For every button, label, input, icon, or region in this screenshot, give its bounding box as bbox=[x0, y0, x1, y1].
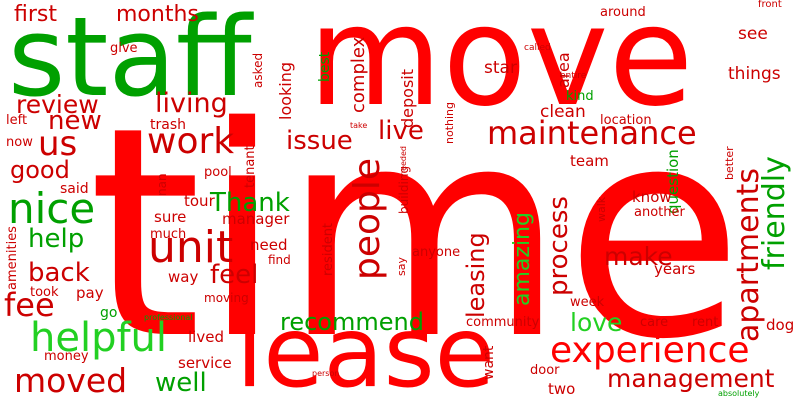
word-pool: pool bbox=[204, 165, 232, 180]
word-experience: experience bbox=[550, 330, 750, 371]
word-took: took bbox=[30, 285, 59, 300]
word-want: want bbox=[481, 345, 497, 380]
word-moving: moving bbox=[204, 291, 249, 305]
word-lease: lease bbox=[236, 296, 495, 400]
word-lived: lived bbox=[188, 328, 224, 346]
word-love: love bbox=[570, 308, 623, 337]
word-people: people bbox=[347, 157, 388, 280]
word-management: management bbox=[607, 364, 775, 393]
word-time: time bbox=[88, 66, 744, 400]
word-asked: asked bbox=[251, 52, 265, 88]
word-said: said bbox=[60, 181, 89, 197]
word-tenant: tenant bbox=[243, 145, 258, 188]
word-dog: dog bbox=[766, 316, 795, 334]
word-door: door bbox=[530, 363, 560, 378]
word-things: things bbox=[728, 64, 781, 84]
word-review: review bbox=[16, 90, 99, 119]
word-see: see bbox=[738, 24, 768, 44]
word-nothing: nothing bbox=[443, 102, 456, 144]
word-recommend: recommend bbox=[280, 308, 424, 336]
word-good: good bbox=[10, 156, 70, 184]
word-make: make bbox=[604, 242, 673, 271]
word-take: take bbox=[350, 121, 368, 130]
word-service: service bbox=[178, 354, 232, 372]
word-team: team bbox=[570, 152, 609, 170]
word-anyone: anyone bbox=[412, 245, 461, 260]
word-need: need bbox=[250, 236, 288, 254]
word-star: star bbox=[484, 58, 517, 78]
word-resident: resident bbox=[321, 222, 336, 276]
word-tour: tour bbox=[184, 192, 215, 210]
word-complex: complex bbox=[348, 36, 369, 113]
word-friendly: friendly bbox=[757, 156, 792, 270]
word-left: left bbox=[6, 113, 28, 128]
word-new: new bbox=[48, 106, 102, 136]
word-location: location bbox=[600, 113, 652, 128]
word-give: give bbox=[110, 41, 138, 56]
word-process: process bbox=[544, 196, 574, 296]
word-two: two bbox=[548, 380, 576, 398]
word-staff: staff bbox=[8, 0, 252, 121]
word-help: help bbox=[28, 224, 85, 254]
word-another: another bbox=[634, 205, 685, 220]
word-maintenance: maintenance bbox=[487, 114, 697, 152]
word-live: live bbox=[378, 116, 424, 146]
word-person: person bbox=[312, 369, 340, 378]
word-moved: moved bbox=[14, 361, 128, 400]
word-leasing: leasing bbox=[462, 232, 490, 318]
word-unit: unit bbox=[148, 222, 234, 273]
word-deposit: deposit bbox=[398, 69, 417, 128]
word-amenities: amenities bbox=[5, 226, 20, 290]
word-nan: nan bbox=[155, 173, 169, 196]
word-find: find bbox=[268, 253, 291, 267]
word-pay: pay bbox=[76, 284, 104, 302]
word-fee: fee bbox=[4, 286, 55, 324]
word-manager: manager bbox=[222, 210, 290, 228]
word-living: living bbox=[155, 88, 228, 119]
word-absolutely: absolutely bbox=[718, 389, 760, 398]
word-move: move bbox=[308, 0, 694, 137]
word-much: much bbox=[150, 227, 187, 242]
word-professional: professional bbox=[144, 313, 193, 322]
word-back: back bbox=[28, 258, 90, 288]
word-feel: feel bbox=[210, 260, 259, 290]
word-front: front bbox=[758, 0, 782, 10]
word-work: work bbox=[147, 121, 235, 162]
word-now: now bbox=[6, 135, 33, 150]
word-us: us bbox=[38, 124, 78, 164]
word-trash: trash bbox=[150, 117, 186, 133]
word-first: first bbox=[14, 2, 57, 27]
word-money: money bbox=[44, 349, 89, 364]
word-around: around bbox=[600, 5, 646, 20]
word-well: well bbox=[155, 368, 207, 398]
word-nice: nice bbox=[8, 184, 96, 233]
word-helpful: helpful bbox=[30, 315, 168, 361]
word-kind: kind bbox=[566, 89, 594, 104]
word-walk: walk bbox=[595, 196, 608, 222]
word-months: months bbox=[116, 2, 199, 27]
word-clean: clean bbox=[540, 102, 586, 122]
word-way: way bbox=[168, 268, 199, 286]
word-rent: rent bbox=[692, 315, 719, 330]
word-sure: sure bbox=[154, 208, 187, 226]
word-years: years bbox=[654, 260, 696, 278]
word-amazing: amazing bbox=[510, 212, 535, 306]
word-better: better bbox=[723, 146, 736, 180]
word-needed: needed bbox=[399, 146, 408, 176]
word-know: know bbox=[632, 188, 672, 206]
word-called: called bbox=[524, 43, 551, 53]
word-care: care bbox=[640, 315, 669, 330]
word-community: community bbox=[466, 315, 540, 330]
word-thank: Thank bbox=[210, 188, 290, 218]
word-best: best bbox=[317, 51, 333, 82]
word-looking: looking bbox=[276, 61, 295, 120]
word-entire: entire bbox=[560, 71, 587, 81]
word-issue: issue bbox=[286, 126, 353, 156]
word-go: go bbox=[100, 305, 118, 321]
word-say: say bbox=[395, 257, 408, 276]
word-week: week bbox=[570, 295, 605, 310]
